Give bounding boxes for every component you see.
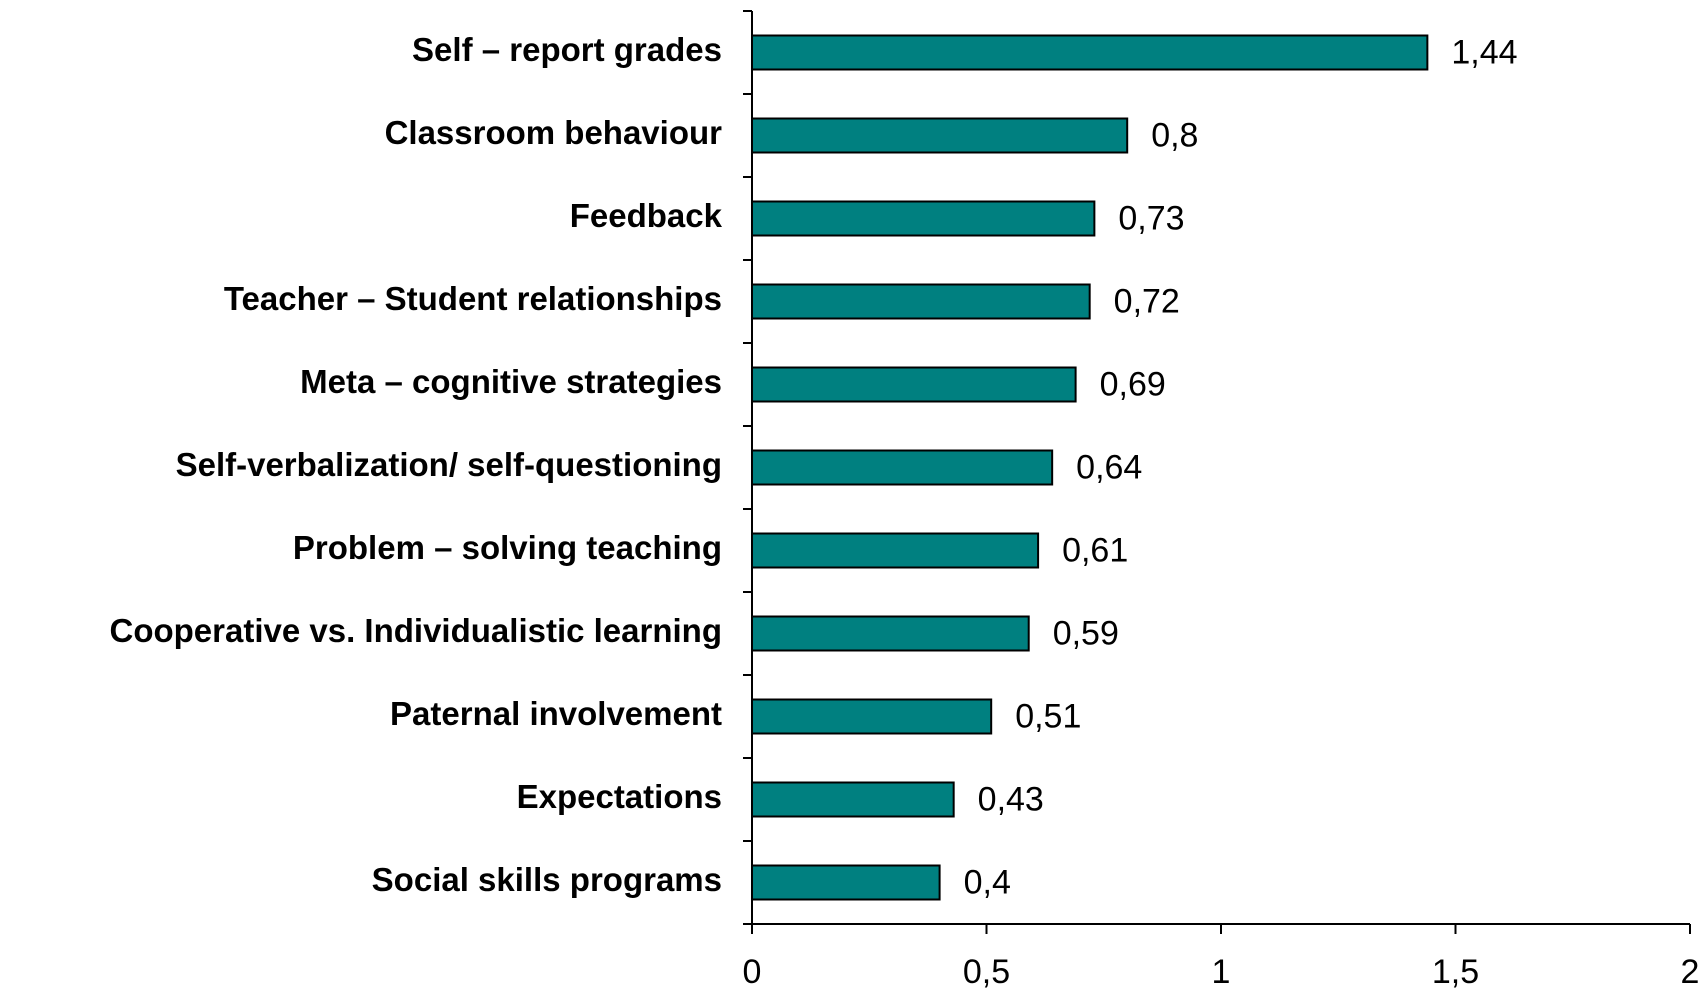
category-label: Self – report grades (412, 31, 722, 68)
bar (751, 781, 955, 818)
value-label: 0,73 (1118, 199, 1184, 237)
value-label: 0,8 (1151, 116, 1198, 154)
value-label: 0,51 (1015, 697, 1081, 735)
bar (751, 698, 993, 735)
x-tick-label: 0 (743, 953, 762, 989)
bar (751, 283, 1091, 320)
category-label: Meta – cognitive strategies (300, 363, 722, 400)
category-label: Feedback (570, 197, 723, 234)
x-tick-label: 1 (1212, 953, 1231, 989)
category-label: Paternal involvement (390, 695, 722, 732)
bar (751, 34, 1429, 71)
bar (751, 200, 1096, 237)
x-tick-label: 0,5 (963, 953, 1010, 989)
category-label: Social skills programs (372, 861, 722, 898)
bar (751, 615, 1030, 652)
category-label: Self-verbalization/ self-questioning (176, 446, 722, 483)
value-label: 0,4 (964, 863, 1011, 901)
category-label: Problem – solving teaching (293, 529, 722, 566)
category-label: Teacher – Student relationships (224, 280, 722, 317)
x-tick-label: 1,5 (1432, 953, 1479, 989)
value-label: 0,64 (1076, 448, 1142, 486)
value-label: 0,72 (1114, 282, 1180, 320)
x-tick-label: 2 (1681, 953, 1700, 989)
value-label: 0,61 (1062, 531, 1128, 569)
value-label: 0,59 (1053, 614, 1119, 652)
category-label: Cooperative vs. Individualistic learning (110, 612, 723, 649)
bar (751, 864, 941, 901)
value-label: 1,44 (1451, 33, 1517, 71)
bar (751, 366, 1077, 403)
value-label: 0,43 (978, 780, 1044, 818)
bar (751, 117, 1129, 154)
bar (751, 449, 1054, 486)
bar (751, 532, 1040, 569)
value-label: 0,69 (1100, 365, 1166, 403)
category-label: Expectations (517, 778, 722, 815)
category-label: Classroom behaviour (385, 114, 723, 151)
